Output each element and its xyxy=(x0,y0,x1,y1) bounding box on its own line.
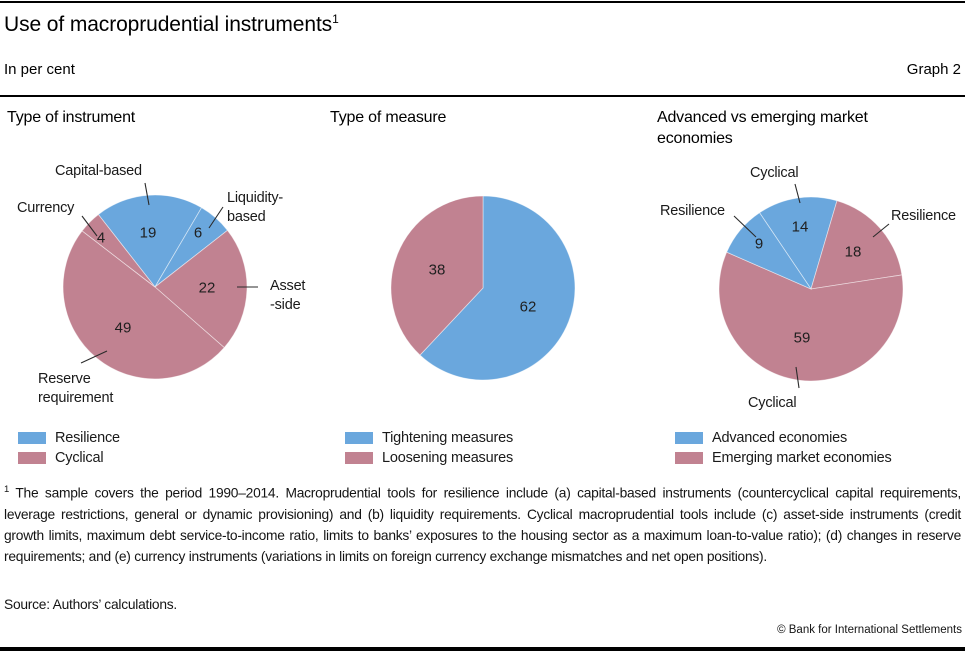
leader-line-cyclical-top xyxy=(794,183,801,204)
leader-lines xyxy=(80,182,258,364)
legend-swatch-resilience xyxy=(18,432,46,444)
pie-slice xyxy=(97,194,203,288)
pie-chart-type-of-measure xyxy=(390,195,576,381)
value-label-currency: 4 xyxy=(96,229,106,247)
value-label-resilience-emerging: 18 xyxy=(844,243,862,261)
leader-line-reserve-requirement xyxy=(80,350,108,364)
pie-slice xyxy=(62,230,225,380)
value-label-tightening: 62 xyxy=(519,298,537,316)
legend-row: Loosening measures xyxy=(345,448,513,468)
top-rule xyxy=(0,1,965,3)
panel-title: Advanced vs emerging market economies xyxy=(657,109,868,147)
leader-line-cyclical-bottom xyxy=(795,366,800,389)
value-label-liquidity-based: 6 xyxy=(193,224,203,242)
legend-label-tightening: Tightening measures xyxy=(382,430,514,446)
legend-row: Cyclical xyxy=(18,448,120,468)
pie-slice xyxy=(390,195,484,356)
value-label-capital-based: 19 xyxy=(139,224,157,242)
slice-label-liquidity-based: Liquidity- based xyxy=(227,190,284,225)
slice-label-reserve-requirement: Reserve requirement xyxy=(38,371,114,406)
pie-chart-type-of-instrument xyxy=(62,182,258,380)
value-label-asset-side: 22 xyxy=(198,279,216,297)
unit-label: In per cent xyxy=(4,61,75,78)
legend: Advanced economies Emerging market econo… xyxy=(675,428,892,468)
pie-slices xyxy=(718,196,904,382)
legend-label-loosening: Loosening measures xyxy=(382,450,514,466)
pie-slices xyxy=(62,194,248,380)
legend-label-resilience: Resilience xyxy=(55,430,120,446)
slice-label-resilience-emerging: Resilience xyxy=(891,208,956,224)
value-label-cyclical-emerging: 59 xyxy=(793,329,811,347)
pie-slice xyxy=(810,200,903,290)
slice-label-currency: Currency xyxy=(17,200,75,216)
graph-number-label: Graph 2 xyxy=(906,61,961,78)
legend-swatch-cyclical xyxy=(18,452,46,464)
legend: Resilience Cyclical xyxy=(18,428,120,468)
legend-swatch-advanced xyxy=(675,432,703,444)
header-rule xyxy=(0,95,965,97)
legend-label-emerging: Emerging market economies xyxy=(712,450,892,466)
pie-slice xyxy=(718,251,904,382)
source-note: Source: Authors’ calculations. xyxy=(4,597,177,612)
page-title: Use of macroprudential instruments1 xyxy=(4,12,339,37)
legend-label-cyclical: Cyclical xyxy=(55,450,104,466)
slice-label-asset-side: Asset -side xyxy=(270,278,306,313)
pie-slice xyxy=(81,213,156,288)
panel-type-of-measure: Type of measure 62 38 Tightening measure… xyxy=(322,100,644,470)
legend-row: Advanced economies xyxy=(675,428,892,448)
value-label-cyclical-advanced: 14 xyxy=(791,218,809,236)
value-label-resilience-advanced: 9 xyxy=(754,235,764,253)
panel-advanced-vs-emerging: Advanced vs emerging market economies Cy… xyxy=(644,100,965,470)
footnote-text: The sample covers the period 1990–2014. … xyxy=(4,485,961,564)
legend-label-advanced: Advanced economies xyxy=(712,430,848,446)
pie-slice xyxy=(154,229,248,349)
value-label-reserve-requirement: 49 xyxy=(114,319,132,337)
slice-label-cyclical-advanced: Cyclical xyxy=(750,165,799,181)
leader-line-capital-based xyxy=(144,182,150,206)
legend-row: Resilience xyxy=(18,428,120,448)
slice-label-capital-based: Capital-based xyxy=(55,163,142,179)
leader-line-liquidity-based xyxy=(208,206,224,229)
footnote: 1 The sample covers the period 1990–2014… xyxy=(4,479,961,567)
leader-lines xyxy=(733,183,890,389)
page-title-text: Use of macroprudential instruments xyxy=(4,13,333,36)
slice-label-cyclical-emerging: Cyclical xyxy=(748,395,797,411)
copyright-note: © Bank for International Settlements xyxy=(777,624,962,636)
leader-line-resilience-right xyxy=(872,223,890,238)
slice-label-resilience-advanced: Resilience xyxy=(660,203,725,219)
legend-row: Tightening measures xyxy=(345,428,513,448)
title-footnote-marker: 1 xyxy=(332,12,339,26)
value-label-loosening: 38 xyxy=(428,261,446,279)
panel-title: Type of instrument xyxy=(7,109,136,126)
legend-swatch-loosening xyxy=(345,452,373,464)
pie-slice xyxy=(726,212,813,290)
legend-swatch-emerging xyxy=(675,452,703,464)
pie-slices xyxy=(390,195,576,381)
bottom-bar xyxy=(0,647,965,651)
panel-type-of-instrument: Type of instrument Capital-based Currenc… xyxy=(0,100,322,470)
footnote-marker: 1 xyxy=(4,484,10,495)
leader-line-currency xyxy=(81,215,98,237)
pie-slice xyxy=(419,195,576,381)
legend-swatch-tightening xyxy=(345,432,373,444)
leader-line-resilience-left xyxy=(733,215,757,238)
legend-row: Emerging market economies xyxy=(675,448,892,468)
pie-chart-advanced-vs-emerging xyxy=(718,183,904,389)
panel-title: Type of measure xyxy=(330,109,447,126)
legend: Tightening measures Loosening measures xyxy=(345,428,513,468)
